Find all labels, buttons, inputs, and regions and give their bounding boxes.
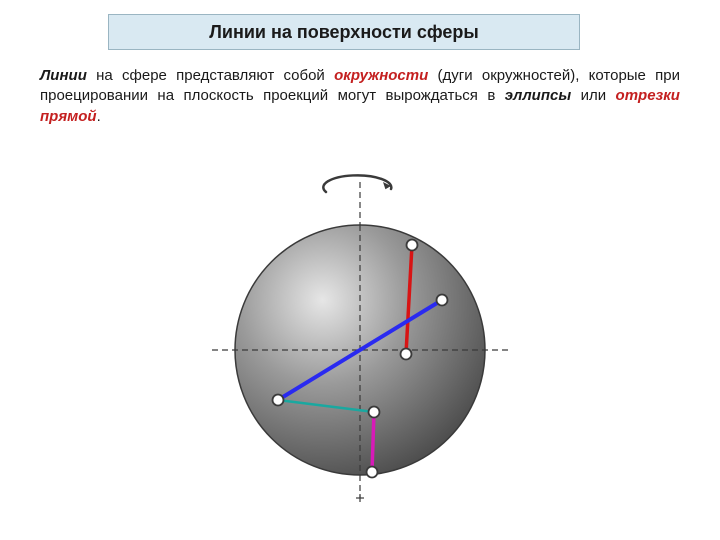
point-marker [401, 349, 412, 360]
p-text-3: или [571, 87, 615, 104]
p-text-4: . [97, 108, 101, 125]
body-paragraph: Линии на сфере представляют собой окружн… [40, 66, 680, 127]
title-rest: на поверхности сферы [266, 22, 479, 42]
point-marker [407, 240, 418, 251]
point-marker [437, 295, 448, 306]
point-marker [273, 395, 284, 406]
point-marker [369, 407, 380, 418]
slide: Линии на поверхности сферы Линии на сфер… [0, 0, 720, 540]
p-emph-ellipses: эллипсы [505, 87, 571, 104]
sphere-diagram [160, 150, 560, 520]
p-text-1: на сфере представляют собой [87, 67, 334, 84]
magenta-line [372, 412, 374, 472]
p-emph-circles: окружности [334, 67, 428, 84]
title-accent: Линии [209, 22, 266, 42]
point-marker [367, 467, 378, 478]
title-box: Линии на поверхности сферы [108, 14, 580, 50]
p-emph-lines: Линии [40, 67, 87, 84]
diagram-svg [160, 150, 560, 520]
title-text: Линии на поверхности сферы [209, 22, 479, 43]
